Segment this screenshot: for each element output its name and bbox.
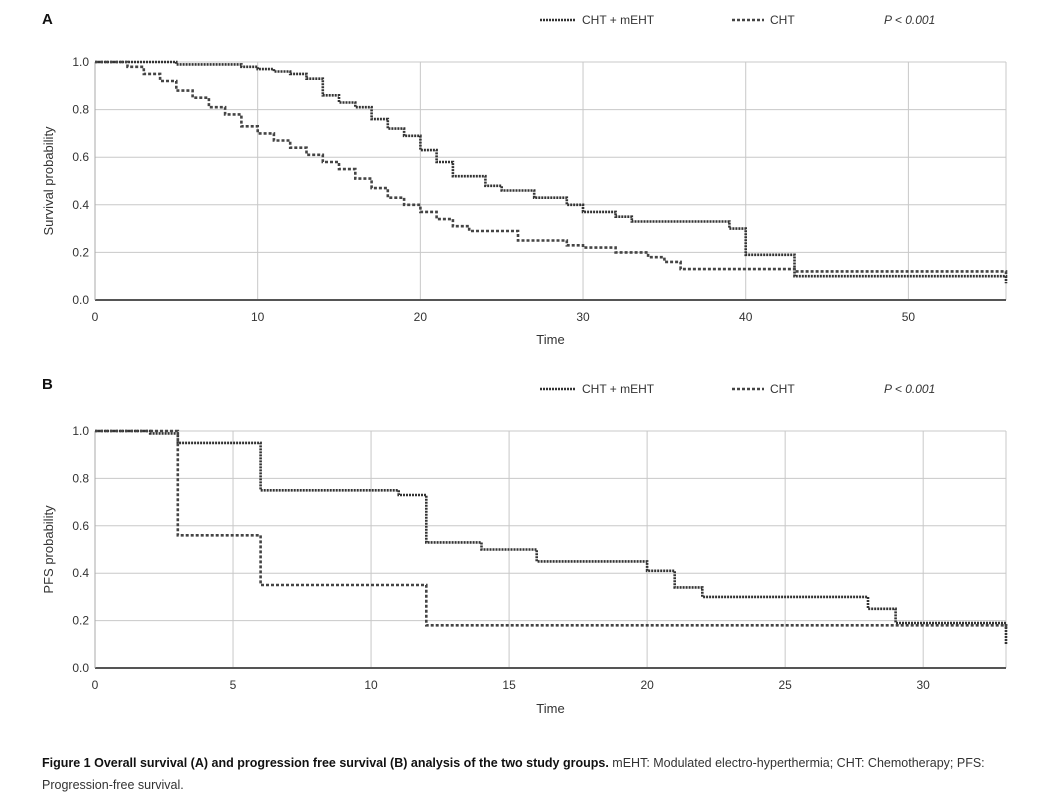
x-tick-label: 50 bbox=[902, 310, 916, 324]
x-tick-label: 25 bbox=[778, 678, 792, 692]
x-tick-label: 40 bbox=[739, 310, 753, 324]
y-tick-label: 0.2 bbox=[72, 245, 89, 259]
x-tick-label: 5 bbox=[230, 678, 237, 692]
legend-label: CHT bbox=[770, 13, 795, 27]
x-tick-label: 30 bbox=[576, 310, 590, 324]
x-tick-label: 10 bbox=[364, 678, 378, 692]
legend: CHT + mEHT CHT P < 0.001 bbox=[540, 13, 935, 27]
y-tick-label: 0.8 bbox=[72, 103, 89, 117]
figure-caption: Figure 1 Overall survival (A) and progre… bbox=[42, 752, 1042, 796]
y-axis-title: Survival probability bbox=[41, 126, 56, 236]
x-tick-label: 20 bbox=[414, 310, 428, 324]
series-line-cht-meht bbox=[95, 60, 1008, 284]
y-tick-label: 0.4 bbox=[72, 566, 89, 580]
x-tick-label: 20 bbox=[640, 678, 654, 692]
series-line-cht-meht bbox=[95, 429, 1008, 645]
y-tick-label: 0.8 bbox=[72, 471, 89, 485]
series-line-cht bbox=[95, 60, 1008, 277]
panel-label: B bbox=[42, 376, 53, 393]
y-tick-label: 1.0 bbox=[72, 424, 89, 438]
chart-panel-a: A CHT + mEHT CHT P < 0.001 0 10 20 30 40 50 0.0 0.2… bbox=[41, 11, 1008, 347]
series-line-cht bbox=[95, 429, 1008, 628]
caption-rest: mEHT: Modulated electro-hyperthermia; CH… bbox=[42, 756, 985, 792]
x-axis-title: Time bbox=[536, 332, 564, 347]
chart-panel-b: B CHT + mEHT CHT P < 0.001 0 5 10 15 20 25 30 0.0 0.… bbox=[41, 376, 1008, 716]
x-tick-label: 0 bbox=[92, 310, 99, 324]
y-tick-label: 0.2 bbox=[72, 614, 89, 628]
y-axis-title: PFS probability bbox=[41, 505, 56, 594]
caption-bold: Figure 1 Overall survival (A) and progre… bbox=[42, 756, 609, 770]
x-tick-label: 30 bbox=[917, 678, 931, 692]
p-value-annotation: P < 0.001 bbox=[884, 382, 935, 396]
panel-label: A bbox=[42, 11, 53, 28]
legend-label: CHT + mEHT bbox=[582, 382, 655, 396]
y-tick-label: 0.4 bbox=[72, 198, 89, 212]
p-value-annotation: P < 0.001 bbox=[884, 13, 935, 27]
x-tick-label: 10 bbox=[251, 310, 265, 324]
y-tick-label: 0.0 bbox=[72, 661, 89, 675]
y-tick-label: 1.0 bbox=[72, 55, 89, 69]
legend: CHT + mEHT CHT P < 0.001 bbox=[540, 382, 935, 396]
legend-label: CHT bbox=[770, 382, 795, 396]
x-axis-title: Time bbox=[536, 701, 564, 716]
x-tick-label: 0 bbox=[92, 678, 99, 692]
y-tick-label: 0.0 bbox=[72, 293, 89, 307]
y-tick-label: 0.6 bbox=[72, 150, 89, 164]
legend-label: CHT + mEHT bbox=[582, 13, 655, 27]
x-tick-label: 15 bbox=[502, 678, 516, 692]
y-tick-label: 0.6 bbox=[72, 519, 89, 533]
